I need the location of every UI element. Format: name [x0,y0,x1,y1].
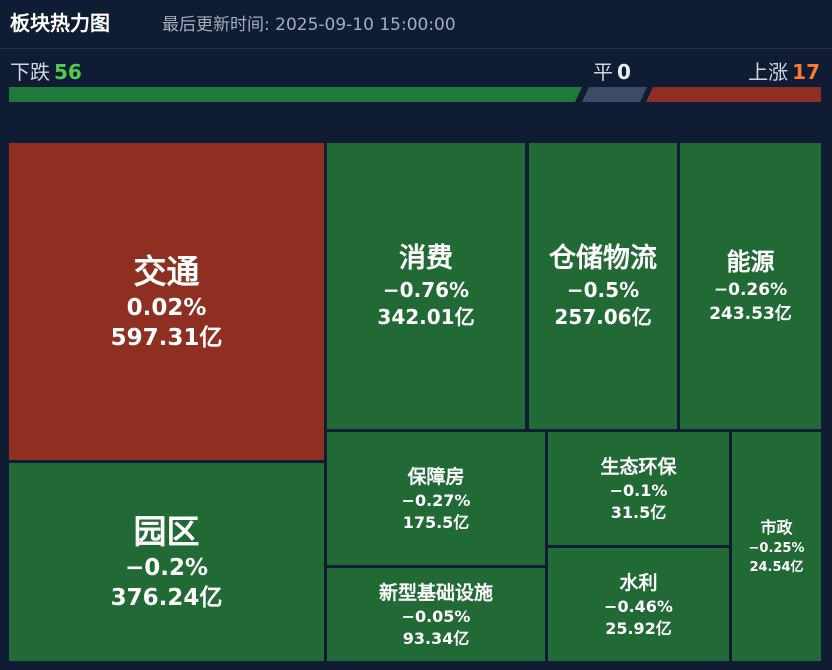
down-count-stat: 下跌 56 [10,56,82,85]
sector-change: −0.1% [609,480,668,500]
sector-value: 376.24亿 [110,585,223,611]
sector-tile-energy[interactable]: 能源 −0.26% 243.53亿 [680,143,821,429]
sector-change: −0.2% [124,555,209,581]
up-count-stat: 上涨 17 [748,56,820,85]
sector-name: 生态环保 [600,455,677,478]
sector-change: −0.26% [713,280,788,300]
sector-name: 交通 [133,251,200,291]
sector-value: 243.53亿 [709,304,792,324]
sector-name: 市政 [760,517,793,537]
sector-change: −0.05% [401,606,471,626]
sector-name: 能源 [726,248,775,276]
sector-name: 消费 [399,243,453,274]
sector-change: −0.27% [401,490,471,510]
sector-value: 257.06亿 [554,305,652,329]
down-label: 下跌 [10,60,50,84]
sector-change: −0.76% [382,278,470,302]
sector-name: 保障房 [407,465,465,488]
breadth-bar-flat [582,87,647,102]
sector-name: 水利 [619,571,658,594]
sector-name: 仓储物流 [549,243,657,274]
sector-tile-new-infrastructure[interactable]: 新型基础设施 −0.05% 93.34亿 [327,568,545,661]
sector-value: 342.01亿 [377,305,475,329]
up-label: 上涨 [748,60,789,84]
sector-tile-affordable-housing[interactable]: 保障房 −0.27% 175.5亿 [327,432,545,565]
sector-value: 597.31亿 [110,324,223,351]
sector-tile-park[interactable]: 园区 −0.2% 376.24亿 [9,463,324,661]
sector-value: 93.34亿 [402,628,470,648]
sector-value: 24.54亿 [749,559,804,575]
sector-tile-eco-protection[interactable]: 生态环保 −0.1% 31.5亿 [548,432,729,545]
sector-tile-water-conservancy[interactable]: 水利 −0.46% 25.92亿 [548,548,729,661]
flat-count: 0 [617,60,631,84]
breadth-bar-up [646,87,821,102]
sector-value: 25.92亿 [605,618,672,638]
breadth-bar [0,87,832,103]
header-divider [0,48,832,49]
sector-value: 31.5亿 [610,502,667,522]
sector-change: 0.02% [126,294,207,321]
sector-change: −0.5% [566,278,640,302]
last-updated-text: 最后更新时间: 2025-09-10 15:00:00 [162,15,456,35]
sector-name: 新型基础设施 [378,581,493,604]
down-count: 56 [54,60,82,84]
header: 板块热力图 最后更新时间: 2025-09-10 15:00:00 [0,0,832,44]
sector-change: −0.46% [604,596,673,616]
page-title: 板块热力图 [10,11,110,35]
sector-tile-consumption[interactable]: 消费 −0.76% 342.01亿 [327,143,525,429]
breadth-bar-down [9,87,582,102]
flat-label: 平 [593,60,613,84]
sector-value: 175.5亿 [402,512,470,532]
sector-name: 园区 [133,512,200,551]
sector-change: −0.25% [748,540,805,556]
sector-tile-municipal[interactable]: 市政 −0.25% 24.54亿 [732,432,821,661]
sector-tile-logistics[interactable]: 仓储物流 −0.5% 257.06亿 [529,143,677,429]
sector-tile-transport[interactable]: 交通 0.02% 597.31亿 [9,143,324,460]
up-count: 17 [792,60,820,84]
